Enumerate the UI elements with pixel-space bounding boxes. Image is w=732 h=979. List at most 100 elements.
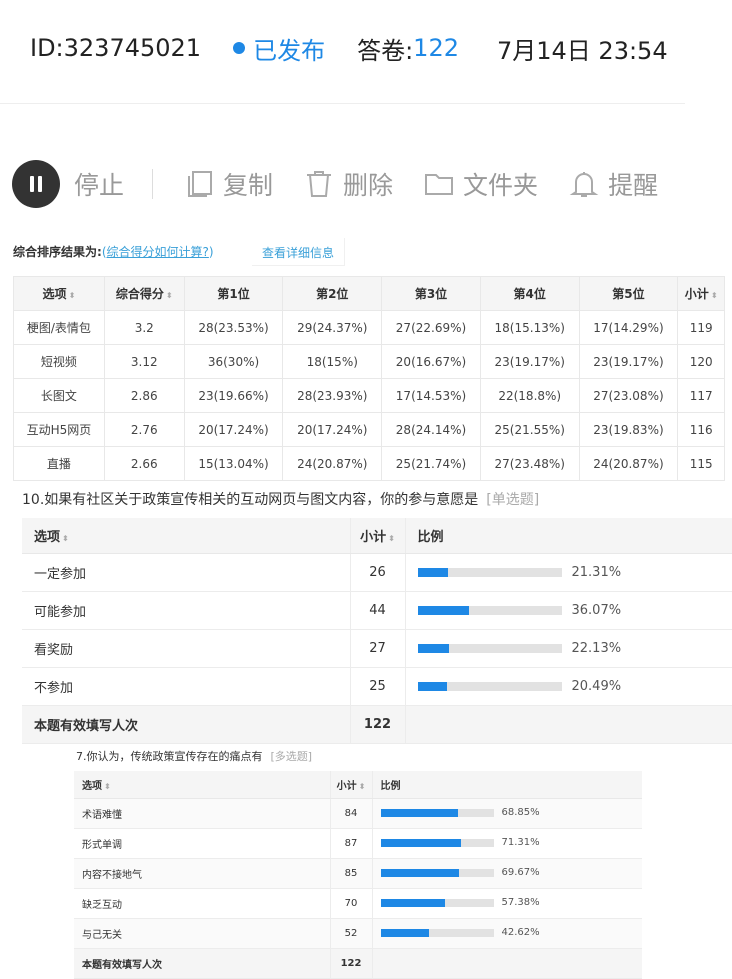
answers-count[interactable]: 122 (413, 34, 459, 62)
sort-icon[interactable]: ⬍ (388, 533, 395, 543)
table-cell: 23(19.17%) (578, 344, 679, 379)
column-header-option[interactable]: 选项 ⬍ (22, 518, 350, 554)
table-cell: 25(21.55%) (479, 412, 580, 447)
option-label: 缺乏互动 (74, 888, 330, 919)
option-label: 内容不接地气 (74, 858, 330, 889)
sort-icon[interactable]: ⬍ (165, 291, 173, 300)
view-detail-button[interactable]: 查看详细信息 (252, 238, 346, 266)
table-cell: 119 (677, 310, 725, 345)
progress-bar (417, 643, 562, 653)
remind-button[interactable]: 提醒 (568, 166, 658, 202)
copy-label: 复制 (223, 171, 274, 200)
total-label: 本题有效填写人次 (74, 948, 330, 979)
column-header-label: 第2位 (316, 287, 349, 301)
sort-icon[interactable]: ⬍ (358, 781, 366, 791)
score-help-link[interactable]: 综合得分如何计算? (106, 245, 209, 259)
table-cell: 28(23.93%) (282, 378, 383, 413)
q7-title-text: 7.你认为，传统政策宣传存在的痛点有 (76, 750, 263, 763)
sort-icon[interactable]: ⬍ (104, 781, 111, 791)
ratio-cell: 20.49% (405, 667, 732, 706)
percent-label: 36.07% (571, 602, 622, 618)
percent-label: 69.67% (501, 867, 540, 879)
column-header-count[interactable]: 小计 ⬍ (329, 771, 373, 799)
progress-bar (380, 868, 494, 877)
remind-label: 提醒 (608, 171, 659, 200)
progress-fill (380, 808, 459, 817)
q7-title: 7.你认为，传统政策宣传存在的痛点有 [多选题] (76, 748, 312, 764)
count-cell: 27 (349, 629, 406, 668)
count-cell: 70 (329, 888, 373, 919)
table-row: 不参加 25 20.49% (22, 667, 732, 706)
column-header: 第3位 (381, 276, 481, 311)
stop-label: 停止 (74, 171, 125, 200)
progress-fill (417, 567, 449, 577)
total-count: 122 (349, 705, 406, 744)
table-cell: 3.12 (103, 344, 185, 379)
progress-fill (380, 838, 462, 847)
ratio-cell: 68.85% (372, 798, 642, 829)
sort-icon[interactable]: ⬍ (68, 291, 76, 300)
total-row: 本题有效填写人次 122 (22, 705, 732, 744)
table-row: 长图文 2.86 23(19.66%) 28(23.93%) 17(14.53%) 22(… (13, 378, 725, 413)
table-row: 看奖励 27 22.13% (22, 629, 732, 668)
column-header-option[interactable]: 选项 ⬍ (74, 771, 330, 799)
sort-icon[interactable]: ⬍ (62, 533, 69, 543)
column-header-ratio: 比例 (372, 771, 642, 799)
ranking-table: 选项 ⬍ 综合得分 ⬍ 第1位 第2位 第3位 第4位 第5位 小计 ⬍ 梗图/表情包 3.2 28(23… (13, 276, 725, 481)
ratio-cell: 69.67% (372, 858, 642, 889)
count-cell: 84 (329, 798, 373, 829)
copy-button[interactable]: 复制 (183, 166, 273, 202)
table-cell: 20(16.67%) (381, 344, 481, 379)
paren: ) (208, 245, 214, 259)
table-cell: 27(23.08%) (578, 378, 679, 413)
column-header-label: 第5位 (612, 287, 645, 301)
column-header[interactable]: 小计 ⬍ (677, 276, 725, 311)
column-header[interactable]: 选项 ⬍ (13, 276, 105, 311)
table-cell: 梗图/表情包 (13, 310, 105, 345)
progress-bar (380, 898, 494, 907)
column-header-label: 综合得分 (115, 287, 164, 301)
progress-fill (417, 643, 450, 653)
column-header-label: 选项 (82, 780, 102, 792)
column-header-label: 小计 (684, 287, 709, 301)
copy-icon (188, 171, 213, 197)
sort-icon[interactable]: ⬍ (710, 291, 718, 300)
option-label: 术语难懂 (74, 798, 330, 829)
folder-button[interactable]: 文件夹 (423, 166, 538, 202)
table-cell: 25(21.74%) (381, 446, 481, 481)
table-row: 缺乏互动 70 57.38% (74, 888, 642, 919)
column-header-count[interactable]: 小计 ⬍ (349, 518, 406, 554)
total-label: 本题有效填写人次 (22, 705, 350, 744)
table-cell: 2.66 (103, 446, 185, 481)
progress-bar (380, 838, 494, 847)
column-header-label: 比例 (417, 529, 444, 545)
ratio-cell: 42.62% (372, 918, 642, 949)
table-cell: 短视频 (13, 344, 105, 379)
table-cell: 3.2 (103, 310, 185, 345)
option-label: 不参加 (22, 667, 350, 706)
option-label: 可能参加 (22, 591, 350, 630)
option-label: 看奖励 (22, 629, 350, 668)
q7-type-tag: [多选题] (270, 750, 313, 763)
table-cell: 22(18.8%) (479, 378, 580, 413)
status-dot-icon (233, 42, 246, 54)
column-header-label: 小计 (360, 529, 387, 545)
percent-label: 71.31% (501, 837, 540, 849)
column-header-label: 第1位 (217, 287, 250, 301)
table-cell: 18(15.13%) (479, 310, 580, 345)
column-header-label: 选项 (34, 529, 61, 545)
table-cell: 23(19.83%) (578, 412, 679, 447)
percent-label: 42.62% (501, 927, 540, 939)
table-cell: 2.76 (103, 412, 185, 447)
column-header: 第5位 (578, 276, 679, 311)
table-cell: 27(22.69%) (381, 310, 481, 345)
table-cell: 120 (677, 344, 725, 379)
column-header[interactable]: 综合得分 ⬍ (103, 276, 185, 311)
table-row: 与己无关 52 42.62% (74, 918, 642, 949)
table-row: 梗图/表情包 3.2 28(23.53%) 29(24.37%) 27(22.69%) 1… (13, 310, 725, 345)
table-row: 一定参加 26 21.31% (22, 553, 732, 592)
delete-button[interactable]: 删除 (303, 166, 393, 202)
publish-datetime: 7月14日 23:54 (496, 36, 668, 65)
table-cell: 24(20.87%) (578, 446, 679, 481)
stop-button[interactable]: 停止 (12, 160, 124, 208)
